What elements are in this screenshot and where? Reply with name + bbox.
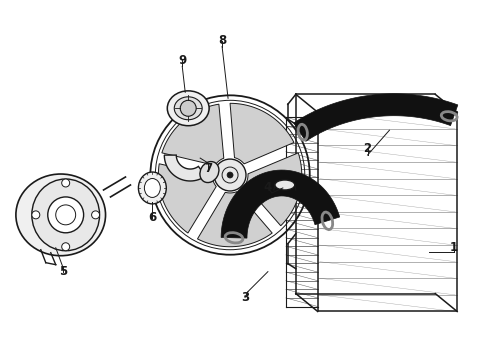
- Text: 1: 1: [450, 241, 458, 254]
- Text: 9: 9: [178, 54, 186, 67]
- Circle shape: [32, 211, 40, 219]
- Circle shape: [214, 159, 246, 191]
- Polygon shape: [162, 104, 224, 166]
- Text: 3: 3: [241, 291, 249, 304]
- Ellipse shape: [174, 97, 202, 120]
- Polygon shape: [221, 170, 340, 238]
- Ellipse shape: [138, 172, 166, 204]
- Circle shape: [227, 172, 233, 178]
- Text: 8: 8: [218, 34, 226, 47]
- Text: 6: 6: [148, 211, 156, 224]
- Text: 2: 2: [364, 141, 371, 155]
- Polygon shape: [197, 192, 272, 247]
- Ellipse shape: [275, 180, 295, 190]
- Circle shape: [48, 197, 84, 233]
- Polygon shape: [230, 103, 294, 164]
- Polygon shape: [164, 155, 205, 181]
- Ellipse shape: [32, 179, 99, 251]
- Circle shape: [92, 211, 99, 219]
- Polygon shape: [294, 94, 458, 141]
- Text: 7: 7: [204, 162, 212, 175]
- Text: 5: 5: [59, 265, 67, 278]
- Text: 4: 4: [264, 181, 272, 194]
- Circle shape: [180, 100, 196, 116]
- Ellipse shape: [16, 174, 105, 256]
- Ellipse shape: [274, 186, 296, 194]
- Ellipse shape: [167, 91, 209, 126]
- Polygon shape: [158, 164, 216, 233]
- Circle shape: [62, 179, 70, 187]
- Ellipse shape: [200, 162, 219, 183]
- Circle shape: [62, 243, 70, 251]
- Ellipse shape: [145, 179, 160, 197]
- Polygon shape: [245, 153, 302, 226]
